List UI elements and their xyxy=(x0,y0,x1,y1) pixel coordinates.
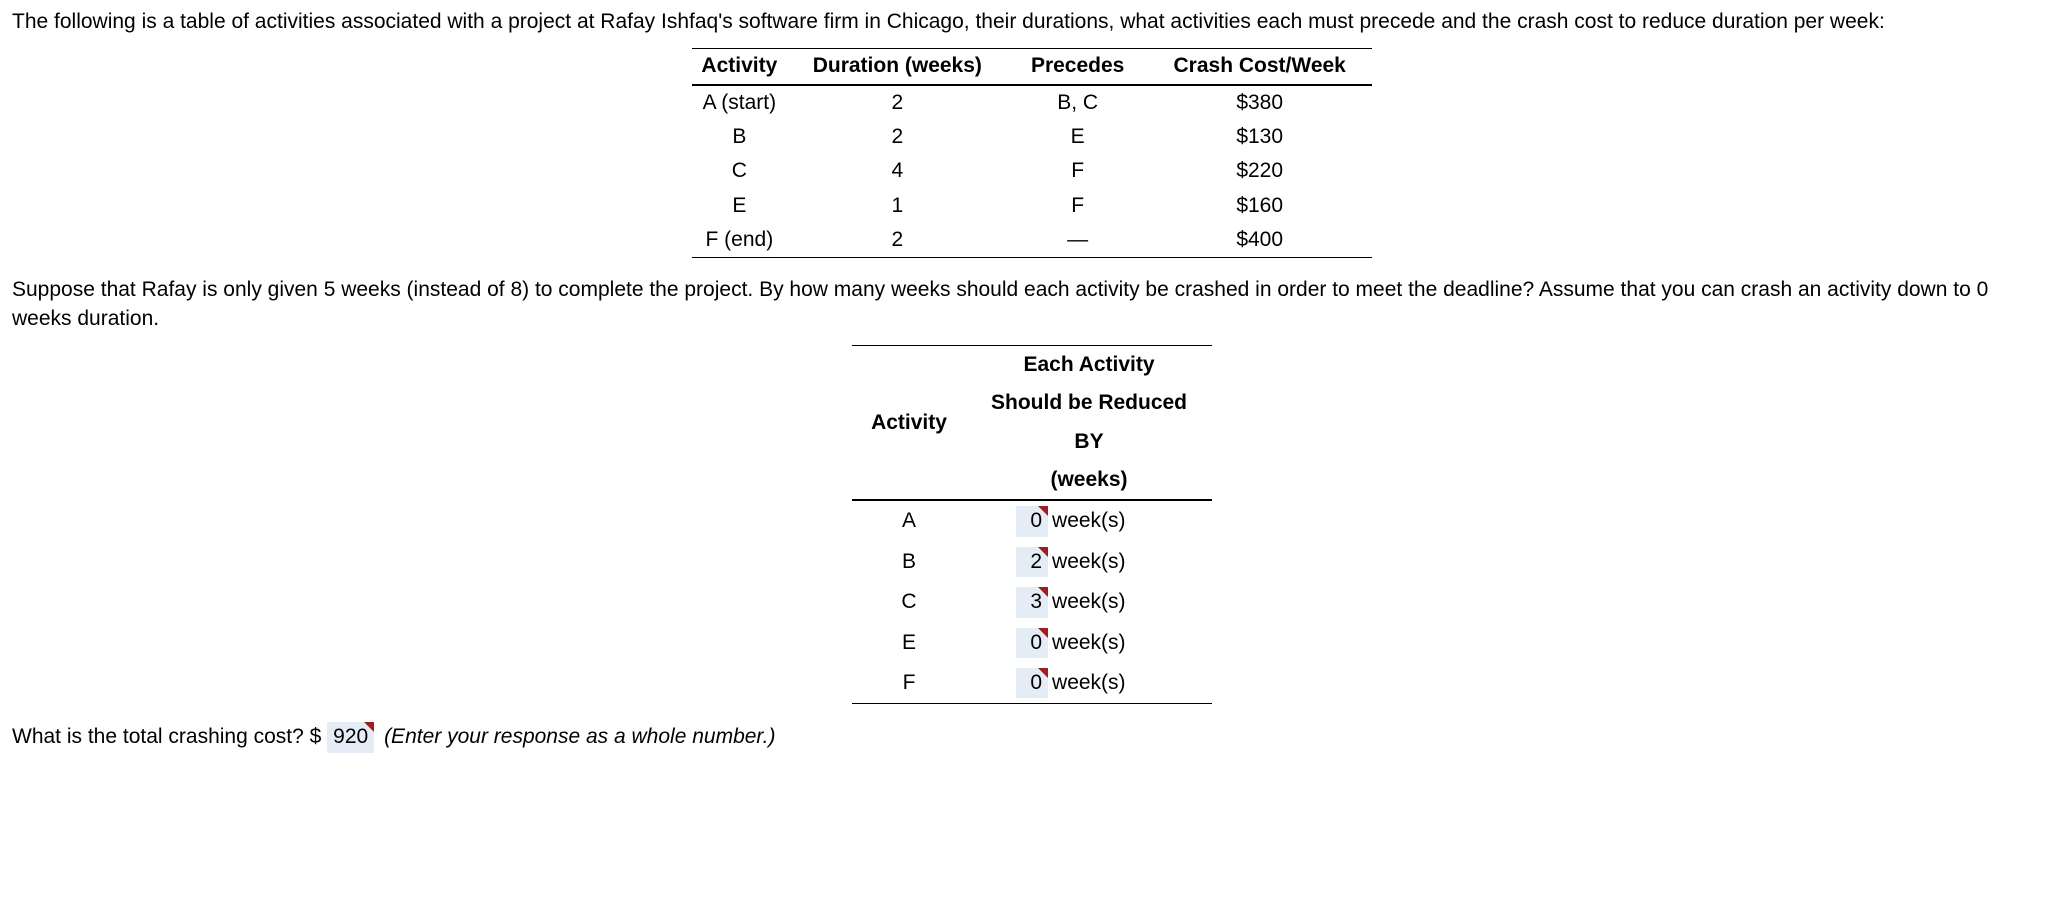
cell-activity: B xyxy=(692,120,787,154)
answer-input[interactable]: 0 xyxy=(1016,506,1048,536)
cell-precedes: F xyxy=(1008,189,1147,223)
th-precedes: Precedes xyxy=(1008,49,1147,85)
th-reduce-line1: Each Activity xyxy=(966,346,1212,385)
final-question: What is the total crashing cost? $ 920 (… xyxy=(12,722,2052,752)
cell-cost: $400 xyxy=(1147,223,1372,258)
total-cost-input[interactable]: 920 xyxy=(327,722,374,752)
cell-precedes: — xyxy=(1008,223,1147,258)
answer-input[interactable]: 3 xyxy=(1016,587,1048,617)
cell-value: 0week(s) xyxy=(966,663,1212,704)
cell-precedes: F xyxy=(1008,154,1147,188)
answer-input[interactable]: 2 xyxy=(1016,547,1048,577)
th-reduce-line3: BY xyxy=(966,423,1212,461)
cell-cost: $380 xyxy=(1147,85,1372,120)
cell-activity: E xyxy=(852,623,966,663)
question-text: Suppose that Rafay is only given 5 weeks… xyxy=(12,276,2052,333)
th-duration: Duration (weeks) xyxy=(787,49,1008,85)
cell-duration: 2 xyxy=(787,85,1008,120)
th-cost: Crash Cost/Week xyxy=(1147,49,1372,85)
cell-duration: 2 xyxy=(787,223,1008,258)
unit-label: week(s) xyxy=(1052,550,1126,573)
cell-activity: E xyxy=(692,189,787,223)
cell-value: 2week(s) xyxy=(966,542,1212,582)
cell-cost: $160 xyxy=(1147,189,1372,223)
th-activity: Activity xyxy=(852,346,966,501)
cell-precedes: B, C xyxy=(1008,85,1147,120)
cell-cost: $220 xyxy=(1147,154,1372,188)
final-prefix: What is the total crashing cost? $ xyxy=(12,725,321,748)
cell-activity: F (end) xyxy=(692,223,787,258)
final-hint: (Enter your response as a whole number.) xyxy=(384,725,775,748)
answer-input[interactable]: 0 xyxy=(1016,628,1048,658)
intro-text: The following is a table of activities a… xyxy=(12,8,2052,36)
th-activity: Activity xyxy=(692,49,787,85)
cell-duration: 4 xyxy=(787,154,1008,188)
cell-activity: C xyxy=(852,582,966,622)
unit-label: week(s) xyxy=(1052,590,1126,613)
answer-input[interactable]: 0 xyxy=(1016,668,1048,698)
answer-table: Activity Each Activity Should be Reduced… xyxy=(852,345,1212,704)
cell-activity: A (start) xyxy=(692,85,787,120)
unit-label: week(s) xyxy=(1052,671,1126,694)
cell-value: 3week(s) xyxy=(966,582,1212,622)
cell-precedes: E xyxy=(1008,120,1147,154)
cell-activity: F xyxy=(852,663,966,704)
cell-activity: C xyxy=(692,154,787,188)
cell-value: 0week(s) xyxy=(966,623,1212,663)
cell-activity: A xyxy=(852,500,966,541)
cell-duration: 1 xyxy=(787,189,1008,223)
activities-table: Activity Duration (weeks) Precedes Crash… xyxy=(692,48,1372,258)
th-reduce-line2: Should be Reduced xyxy=(966,384,1212,422)
cell-value: 0week(s) xyxy=(966,500,1212,541)
th-reduce-line4: (weeks) xyxy=(966,461,1212,500)
cell-duration: 2 xyxy=(787,120,1008,154)
unit-label: week(s) xyxy=(1052,509,1126,532)
cell-activity: B xyxy=(852,542,966,582)
cell-cost: $130 xyxy=(1147,120,1372,154)
unit-label: week(s) xyxy=(1052,631,1126,654)
